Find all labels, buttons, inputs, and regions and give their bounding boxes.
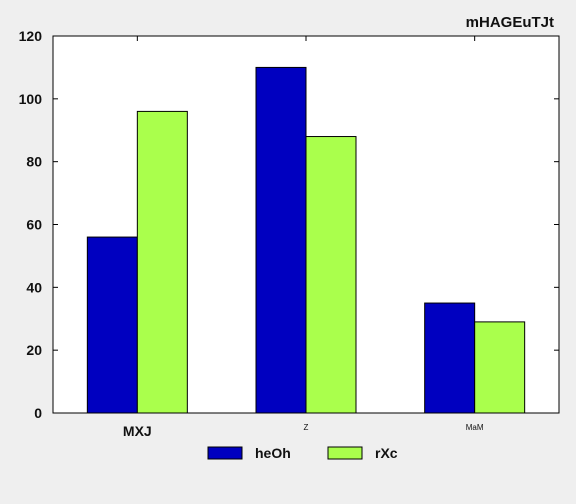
bar-heOh-MXJ: [86, 236, 138, 414]
bar-rXc-Z: [305, 136, 357, 414]
bar-heOh-Z: [255, 66, 307, 414]
y-tick-label: 20: [26, 342, 42, 358]
y-tick-label: 40: [26, 279, 42, 295]
x-tick-label: MaM: [466, 423, 484, 432]
legend: heOh rXc: [207, 445, 398, 461]
x-tick-label: Z: [304, 423, 309, 432]
x-tick-label: MXJ: [123, 423, 152, 439]
y-tick-label: 0: [34, 405, 42, 421]
bar-rXc-MXJ: [136, 110, 188, 414]
bars: [86, 66, 526, 414]
bar-rXc-MaM: [474, 321, 526, 414]
y-tick-label: 60: [26, 217, 42, 233]
y-tick-label: 80: [26, 154, 42, 170]
y-axis: 0 20 40 60 80 100 120: [19, 28, 559, 421]
y-tick-label: 100: [19, 91, 43, 107]
chart-title: mHAGEuTJt: [466, 14, 554, 31]
legend-label-heOh: heOh: [255, 445, 291, 461]
legend-swatch-heOh: [207, 446, 243, 460]
legend-label-rXc: rXc: [375, 445, 398, 461]
bar-heOh-MaM: [424, 302, 476, 414]
y-tick-label: 120: [19, 28, 43, 44]
plot-frame: [52, 35, 560, 414]
legend-swatch-rXc: [327, 446, 363, 460]
